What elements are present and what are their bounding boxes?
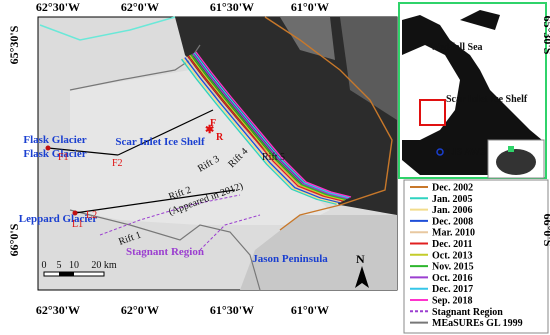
axis-label: 66°0'S: [7, 223, 21, 256]
sea-ice: [280, 17, 335, 60]
north-arrow: [355, 266, 369, 288]
label: R: [216, 132, 224, 143]
ice-front: [182, 57, 339, 205]
ice-front: [193, 52, 350, 199]
axis-label: 62°0'W: [121, 0, 159, 14]
aws-marker: [436, 148, 444, 156]
ice-shelf: [70, 70, 330, 225]
label: Jason Peninsula: [252, 253, 328, 265]
ice-front: [189, 54, 345, 201]
main-map: ✱: [37, 16, 398, 291]
axis-label: 65°30'S: [7, 25, 21, 64]
profile-line: [74, 189, 236, 214]
locator-box: [508, 146, 514, 152]
legend-label: Oct. 2013: [432, 250, 473, 261]
legend-label: Stagnant Region: [432, 307, 503, 318]
north-label: N: [356, 252, 365, 266]
antarctica: [496, 149, 536, 175]
legend-label: Jan. 2005: [432, 194, 473, 205]
label: Flask Glacier: [23, 134, 86, 146]
inset-label: Weddell Sea: [430, 42, 483, 53]
coastline: [39, 16, 176, 41]
stagnant-boundary: [199, 214, 261, 251]
label: F: [210, 118, 216, 129]
inset-map: [398, 2, 547, 179]
legend-label: Nov. 2015: [432, 262, 474, 273]
axis-label: 61°30'W: [210, 303, 254, 317]
axis-label: 65°30'S: [541, 16, 550, 55]
label: Flask Glacier: [23, 148, 86, 160]
label: Scar Inlet Ice Shelf: [115, 136, 205, 148]
axis-label: 62°0'W: [121, 303, 159, 317]
ice-front: [190, 53, 347, 201]
label: Rift 5: [262, 152, 285, 163]
axis-label: 61°0'W: [291, 0, 329, 14]
ocean: [175, 17, 397, 215]
label: Stagnant Region: [126, 246, 204, 258]
label: F1: [58, 152, 69, 163]
ice-front: [181, 58, 337, 205]
point: [72, 210, 78, 216]
legend-frame: [403, 179, 549, 334]
legend-label: Mar. 2010: [432, 228, 475, 239]
point: [45, 145, 51, 151]
legend-label: Jan. 2006: [432, 205, 473, 216]
inset-land: [460, 10, 500, 30]
legend-label: MEaSUREs GL 1999: [432, 318, 523, 329]
jason-peninsula-land: [240, 215, 397, 290]
label: Leppard Glacier: [19, 213, 98, 225]
axis-label: 61°0'W: [291, 303, 329, 317]
scale-label: 10: [69, 260, 79, 271]
ice-front: [195, 51, 352, 198]
sea-ice: [340, 17, 397, 120]
scale-label: 20 km: [91, 260, 117, 271]
axis-label: 66°0'S: [541, 214, 550, 247]
legend-label: Oct. 2016: [432, 273, 473, 284]
ice-front: [264, 16, 393, 231]
ice-front: [184, 57, 340, 204]
label: L1: [72, 219, 83, 230]
grounding-line: [69, 209, 261, 291]
label: F2: [112, 158, 123, 169]
legend-label: Sep. 2018: [432, 296, 473, 307]
inset-label: Scar Inlet Ice Shelf: [446, 94, 528, 105]
legend-label: Dec. 2011: [432, 239, 473, 250]
label: L2: [86, 210, 97, 221]
fronts: [181, 16, 393, 231]
rift: [99, 194, 241, 236]
ice-front: [185, 56, 342, 203]
profile-line: [47, 147, 119, 156]
scale-label: 0: [42, 260, 47, 271]
aws-star: ✱: [205, 124, 214, 136]
axis-label: 61°30'W: [210, 0, 254, 14]
scale-label: 5: [57, 260, 62, 271]
axis-label: 62°30'W: [36, 0, 80, 14]
study-area-box: [419, 99, 446, 126]
inset-label: LIS AWS: [446, 147, 486, 158]
ice-front: [192, 53, 348, 200]
scale-bar: 0 5 10 20 km: [42, 260, 117, 277]
profile-line: [117, 109, 214, 156]
legend-label: Dec. 2008: [432, 216, 473, 227]
ice-front: [187, 55, 344, 202]
scale-bar-rect: [59, 272, 74, 276]
legend-label: Dec. 2002: [432, 183, 473, 194]
axis-label: 62°30'W: [36, 303, 80, 317]
legend-label: Dec. 2017: [432, 284, 473, 295]
